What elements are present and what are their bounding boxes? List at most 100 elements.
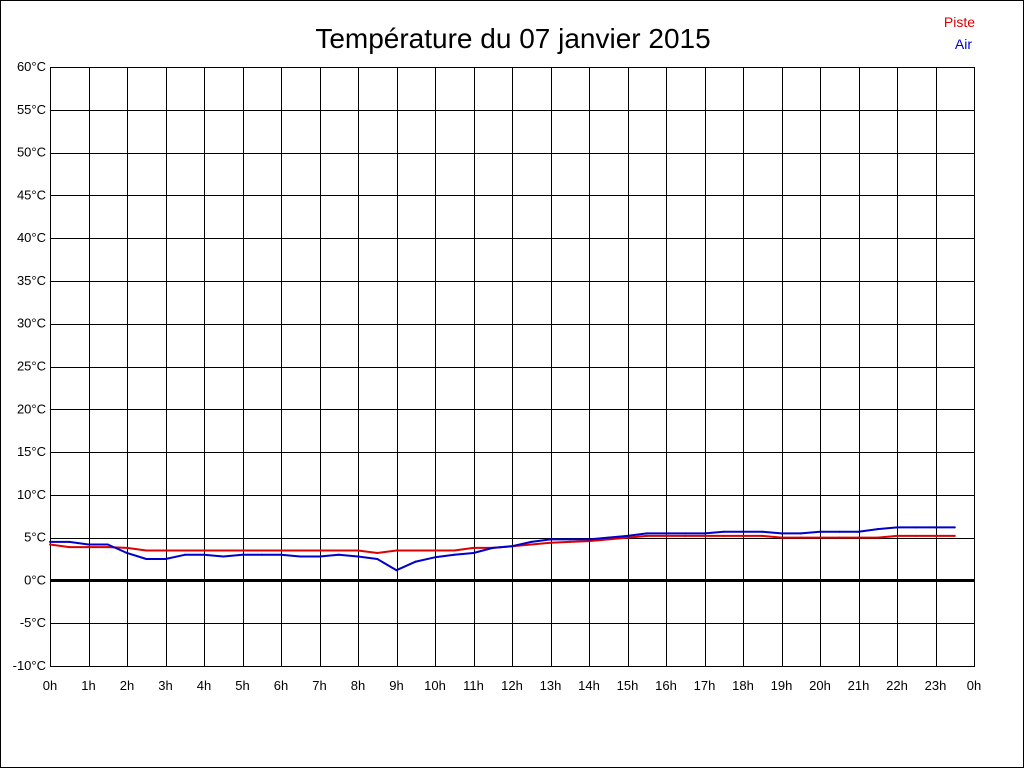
data-point <box>665 532 667 535</box>
data-point <box>684 532 687 535</box>
data-point <box>434 556 436 559</box>
data-point <box>530 540 533 543</box>
data-point <box>819 536 821 539</box>
data-point <box>357 549 359 552</box>
data-point <box>126 552 128 554</box>
data-point <box>376 558 379 560</box>
y-tick-label: 35°C <box>17 273 46 288</box>
data-point <box>280 553 282 556</box>
x-tick-label: 3h <box>158 678 172 693</box>
data-point <box>453 553 456 556</box>
y-tick-label: 55°C <box>17 102 46 117</box>
y-tick-label: 15°C <box>17 444 46 459</box>
data-point <box>607 538 610 541</box>
legend: Piste Air <box>944 14 975 52</box>
data-point <box>722 534 725 537</box>
data-point <box>761 534 764 537</box>
legend-entry-air: Air <box>955 36 972 52</box>
data-point <box>742 534 744 537</box>
data-point <box>376 552 379 554</box>
data-point <box>491 546 494 549</box>
data-point <box>915 534 918 537</box>
y-tick-label: 45°C <box>17 187 46 202</box>
data-point <box>645 534 648 537</box>
data-point <box>761 530 764 533</box>
data-point <box>164 558 167 560</box>
x-tick-label: 12h <box>501 678 523 693</box>
data-point <box>568 538 571 541</box>
data-point <box>164 549 167 552</box>
data-point <box>453 549 456 552</box>
data-point <box>530 543 533 546</box>
x-tick-label: 5h <box>235 678 249 693</box>
data-point <box>222 555 225 558</box>
data-point <box>511 545 513 548</box>
y-tick-label: 10°C <box>17 487 46 502</box>
data-point <box>684 534 687 537</box>
data-point <box>838 530 841 533</box>
data-point <box>68 546 71 549</box>
data-point <box>260 549 263 552</box>
data-point <box>703 532 706 535</box>
data-point <box>68 540 71 543</box>
x-tick-label: 10h <box>424 678 446 693</box>
data-point <box>799 532 802 535</box>
x-tick-label: 8h <box>351 678 365 693</box>
data-point <box>568 540 571 543</box>
data-point <box>414 549 417 552</box>
data-point <box>260 553 263 556</box>
data-point <box>626 534 629 537</box>
x-tick-label: 6h <box>274 678 288 693</box>
data-point <box>183 549 186 552</box>
x-tick-label: 15h <box>617 678 639 693</box>
data-point <box>896 526 898 529</box>
data-point <box>472 552 475 554</box>
data-point <box>87 543 90 546</box>
series-line-air <box>50 526 955 572</box>
y-tick-label: 30°C <box>17 316 46 331</box>
x-tick-label: 23h <box>925 678 947 693</box>
data-point <box>549 541 552 544</box>
data-point <box>337 553 340 556</box>
y-tick-label: 25°C <box>17 359 46 374</box>
data-point <box>722 530 725 533</box>
legend-entry-piste: Piste <box>944 14 975 30</box>
plot-area-border <box>50 67 975 667</box>
series-layer <box>49 526 956 572</box>
y-tick-label: 50°C <box>17 145 46 160</box>
data-point <box>934 526 937 529</box>
data-point <box>915 526 918 529</box>
data-point <box>183 553 186 556</box>
x-tick-label: 2h <box>120 678 134 693</box>
data-point <box>337 549 340 552</box>
y-tick-label: 0°C <box>24 572 46 587</box>
x-tick-label: 19h <box>771 678 793 693</box>
data-point <box>222 549 225 552</box>
data-point <box>857 536 860 539</box>
x-tick-label: 1h <box>81 678 95 693</box>
x-tick-label: 16h <box>655 678 677 693</box>
axes <box>50 67 975 667</box>
data-point <box>703 534 706 537</box>
data-point <box>876 536 879 539</box>
x-tick-label: 14h <box>578 678 600 693</box>
y-tick-label: 20°C <box>17 401 46 416</box>
data-point <box>780 536 783 539</box>
data-point <box>434 549 436 552</box>
data-point <box>203 553 205 556</box>
data-point <box>241 549 244 552</box>
data-point <box>876 528 879 531</box>
y-tick-label: 60°C <box>17 59 46 74</box>
data-point <box>780 532 783 535</box>
data-point <box>126 546 128 549</box>
data-point <box>799 536 802 539</box>
x-tick-label: 11h <box>463 678 484 693</box>
data-point <box>953 526 956 529</box>
data-point <box>106 546 109 549</box>
data-point <box>896 534 898 537</box>
grid <box>50 67 975 667</box>
data-point <box>49 543 51 546</box>
data-point <box>742 530 744 533</box>
x-axis-tick-labels: 0h 1h 2h 3h 4h 5h 6h 7h 8h 9h 10h 11h 12h 13h 14h 15h 16… <box>43 678 981 693</box>
data-point <box>819 530 821 533</box>
